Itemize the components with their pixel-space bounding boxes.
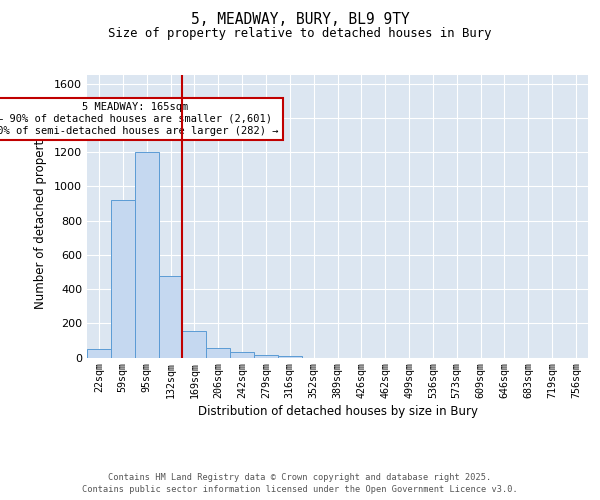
Y-axis label: Number of detached properties: Number of detached properties [34, 123, 47, 309]
Text: 5 MEADWAY: 165sqm
← 90% of detached houses are smaller (2,601)
10% of semi-detac: 5 MEADWAY: 165sqm ← 90% of detached hous… [0, 102, 278, 136]
Bar [135, 152, 158, 358]
Bar [230, 352, 254, 358]
Text: Size of property relative to detached houses in Bury: Size of property relative to detached ho… [108, 28, 492, 40]
Bar [182, 331, 206, 357]
Text: Contains HM Land Registry data © Crown copyright and database right 2025.: Contains HM Land Registry data © Crown c… [109, 472, 491, 482]
Bar [278, 356, 302, 358]
Bar [158, 276, 182, 357]
Text: Contains public sector information licensed under the Open Government Licence v3: Contains public sector information licen… [82, 485, 518, 494]
Bar [87, 349, 111, 358]
Bar [254, 355, 278, 358]
Bar [206, 348, 230, 358]
X-axis label: Distribution of detached houses by size in Bury: Distribution of detached houses by size … [197, 406, 478, 418]
Text: 5, MEADWAY, BURY, BL9 9TY: 5, MEADWAY, BURY, BL9 9TY [191, 12, 409, 28]
Bar [111, 200, 135, 358]
